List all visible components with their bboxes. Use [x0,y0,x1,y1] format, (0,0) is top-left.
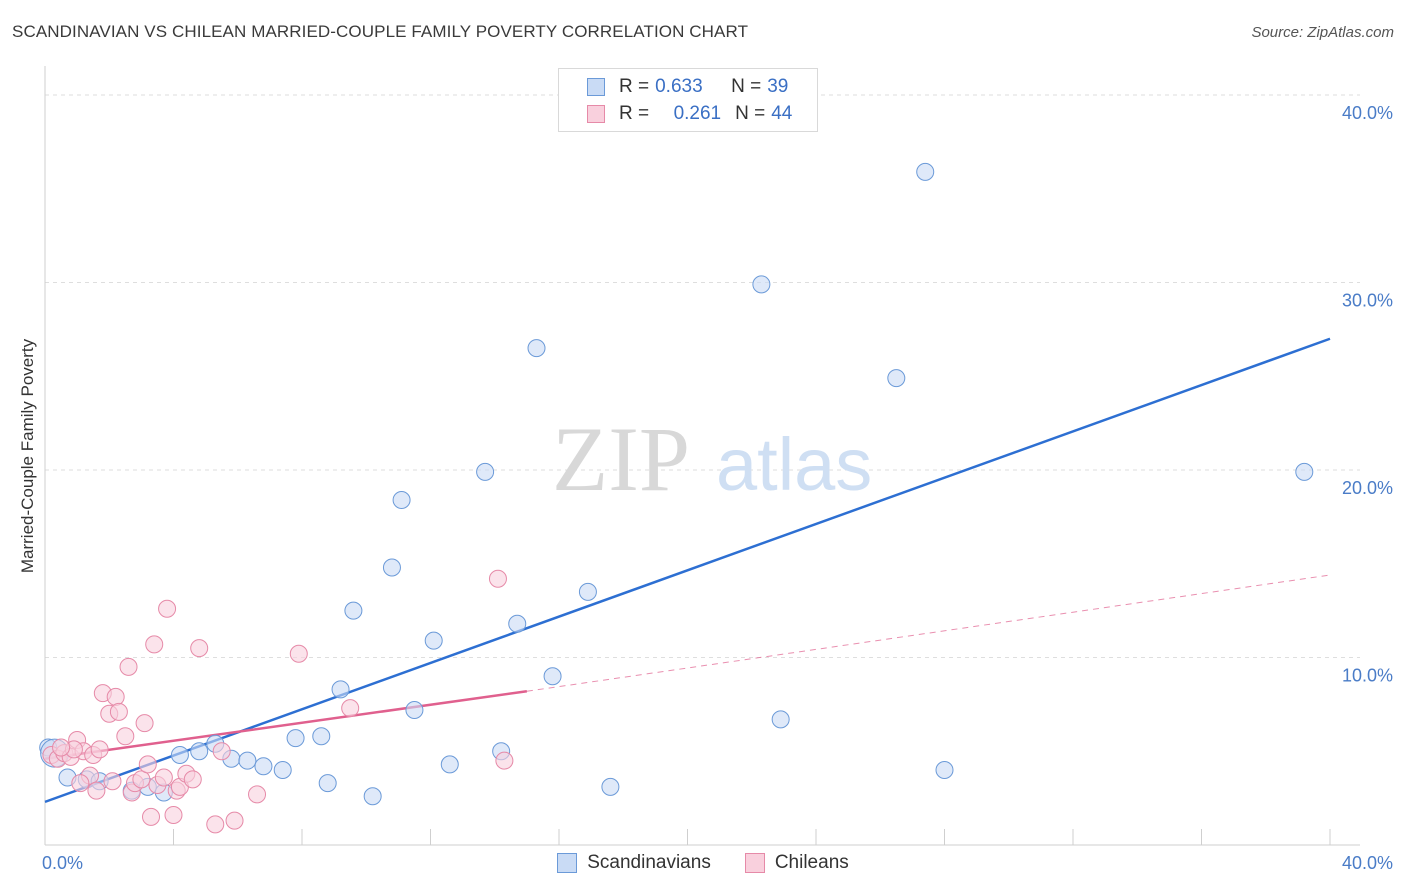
point-chileans-24 [164,806,183,824]
x-tick-label-1: 40.0% [1342,853,1393,873]
point-chileans-13 [119,657,138,676]
point-chileans-7 [90,740,109,759]
point-scandinavians-16 [331,680,350,699]
point-scandinavians-18 [344,601,363,620]
point-scandinavians-35 [916,162,935,181]
axes [44,66,1360,846]
point-scandinavians-25 [476,462,495,481]
y-tick-label-0: 40.0% [1342,103,1393,123]
point-scandinavians-8 [190,742,209,761]
point-chileans-35 [341,699,360,718]
point-scandinavians-22 [405,701,424,719]
point-scandinavians-32 [752,275,771,294]
point-chileans-39 [87,781,106,800]
point-chileans-42 [52,738,71,757]
legend-r-label: R = [619,76,650,97]
point-chileans-31 [212,742,231,761]
point-scandinavians-11 [238,751,257,770]
trend-lines [44,337,1331,804]
trend-line-chileans [44,690,528,760]
point-chileans-33 [248,785,267,804]
y-tick-label-1: 30.0% [1342,291,1393,311]
legend-swatch-chileans [587,105,605,123]
x-tick-label-0: 0.0% [42,853,83,873]
point-scandinavians-28 [527,339,546,358]
legend-row-chileans: R = 0.261 N = 44 [587,101,792,127]
point-scandinavians-23 [424,631,443,650]
legend-label-scandinavians: Scandinavians [587,852,711,873]
point-scandinavians-37 [1295,462,1314,481]
point-scandinavians-7 [170,746,189,764]
trend-line-scandinavians [44,337,1331,804]
legend-row-scandinavians: R = 0.633 N = 39 [587,74,788,100]
legend-swatch-scandinavians [587,78,605,96]
point-chileans-36 [488,569,507,588]
trend-extension-chileans [526,574,1331,692]
y-tick-label-2: 20.0% [1342,478,1393,498]
point-scandinavians-31 [601,777,620,796]
point-chileans-17 [135,714,154,733]
legend-r-value: 0.633 [655,76,703,97]
point-chileans-32 [225,811,244,830]
legend-label-chileans: Chileans [774,852,849,873]
point-chileans-30 [206,815,225,834]
point-chileans-28 [183,770,202,789]
y-tick-label-3: 10.0% [1342,666,1393,686]
point-scandinavians-20 [382,558,401,577]
grid-lines [45,94,1360,658]
point-chileans-11 [109,702,128,721]
point-chileans-23 [158,599,177,618]
watermark-zip: ZIP [552,408,690,510]
stats-legend: R = 0.633 N = 39 R = 0.261 N = 44 [558,68,818,132]
legend-r-value: 0.261 [673,103,722,124]
legend-n-label: N = [731,76,762,97]
point-scandinavians-13 [273,761,292,779]
tick-labels: 40.0% 30.0% 20.0% 10.0% 0.0% 40.0% [42,103,1393,873]
point-chileans-22 [154,768,173,787]
legend-n-value: 44 [771,103,793,124]
legend-r-label: R = [619,103,650,124]
point-scandinavians-36 [935,761,954,779]
point-chileans-10 [106,687,125,706]
legend-item-chileans[interactable]: Chileans [744,852,849,874]
data-points [39,162,1314,834]
legend-swatch-scandinavians [557,853,578,873]
point-scandinavians-14 [286,729,305,748]
point-scandinavians-33 [771,710,790,729]
point-scandinavians-21 [392,491,411,509]
series-legend: Scandinavians Chileans [0,852,1406,874]
point-chileans-43 [71,774,90,793]
point-chileans-19 [142,807,161,826]
source-label: Source: ZipAtlas.com [1251,24,1394,41]
point-chileans-20 [145,635,164,654]
legend-swatch-chileans [744,853,765,873]
point-chileans-18 [138,755,157,774]
chart-title: SCANDINAVIAN VS CHILEAN MARRIED-COUPLE F… [12,22,749,41]
point-scandinavians-19 [363,787,382,806]
point-scandinavians-34 [887,369,906,388]
point-chileans-12 [116,727,135,746]
point-scandinavians-30 [578,582,597,601]
legend-n-label: N = [735,103,766,124]
point-scandinavians-17 [318,774,337,793]
legend-n-value: 39 [767,76,789,97]
point-scandinavians-24 [440,755,459,774]
point-chileans-16 [132,770,151,789]
point-chileans-34 [289,644,308,663]
point-chileans-37 [495,751,514,770]
watermark-atlas: atlas [716,423,872,506]
point-chileans-40 [103,772,122,791]
legend-item-scandinavians[interactable]: Scandinavians [557,852,711,874]
point-scandinavians-29 [543,667,562,686]
point-scandinavians-12 [254,757,273,776]
point-scandinavians-15 [312,727,331,746]
point-chileans-29 [190,639,209,658]
point-scandinavians-27 [508,614,527,633]
